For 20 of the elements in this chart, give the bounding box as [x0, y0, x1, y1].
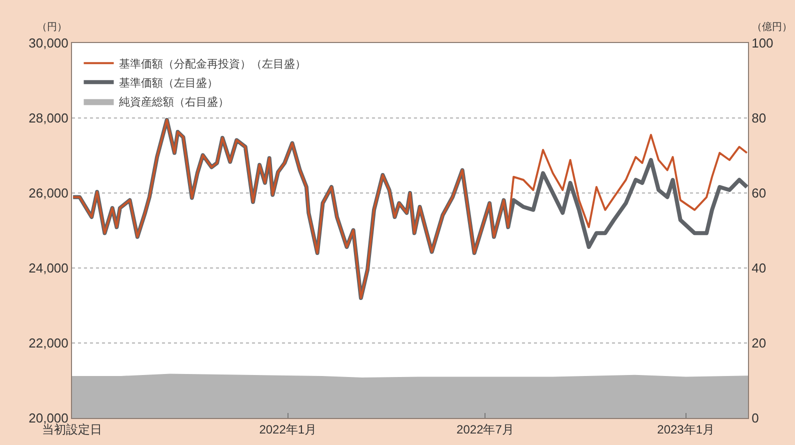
y-tick-label: 24,000 — [28, 260, 68, 276]
x-tick-label: 2022年1月 — [259, 422, 317, 436]
y-tick-label: 22,000 — [28, 336, 68, 351]
y2-tick-label: 80 — [752, 110, 766, 126]
y2-axis-title: （億円） — [752, 21, 792, 33]
x-tick-label: 2023年1月 — [657, 422, 715, 436]
y2-tick-label: 100 — [752, 36, 774, 51]
y2-tick-label: 0 — [752, 410, 759, 426]
y2-tick-label: 20 — [752, 336, 766, 351]
x-tick-label: 2022年7月 — [456, 422, 514, 436]
legend-label: 純資産総額（右目盛） — [118, 95, 229, 108]
y2-tick-label: 60 — [752, 186, 766, 201]
y-tick-label: 26,000 — [28, 186, 68, 201]
legend-label: 基準価額（分配金再投資）（左目盛） — [118, 57, 306, 70]
y-tick-label: 30,000 — [28, 36, 68, 51]
x-tick-label: 当初設定日 — [42, 422, 102, 436]
y2-tick-label: 40 — [752, 260, 766, 276]
y-axis-title: （円） — [37, 22, 67, 33]
legend-label: 基準価額（左目盛） — [118, 76, 218, 90]
y-tick-label: 28,000 — [28, 110, 68, 126]
